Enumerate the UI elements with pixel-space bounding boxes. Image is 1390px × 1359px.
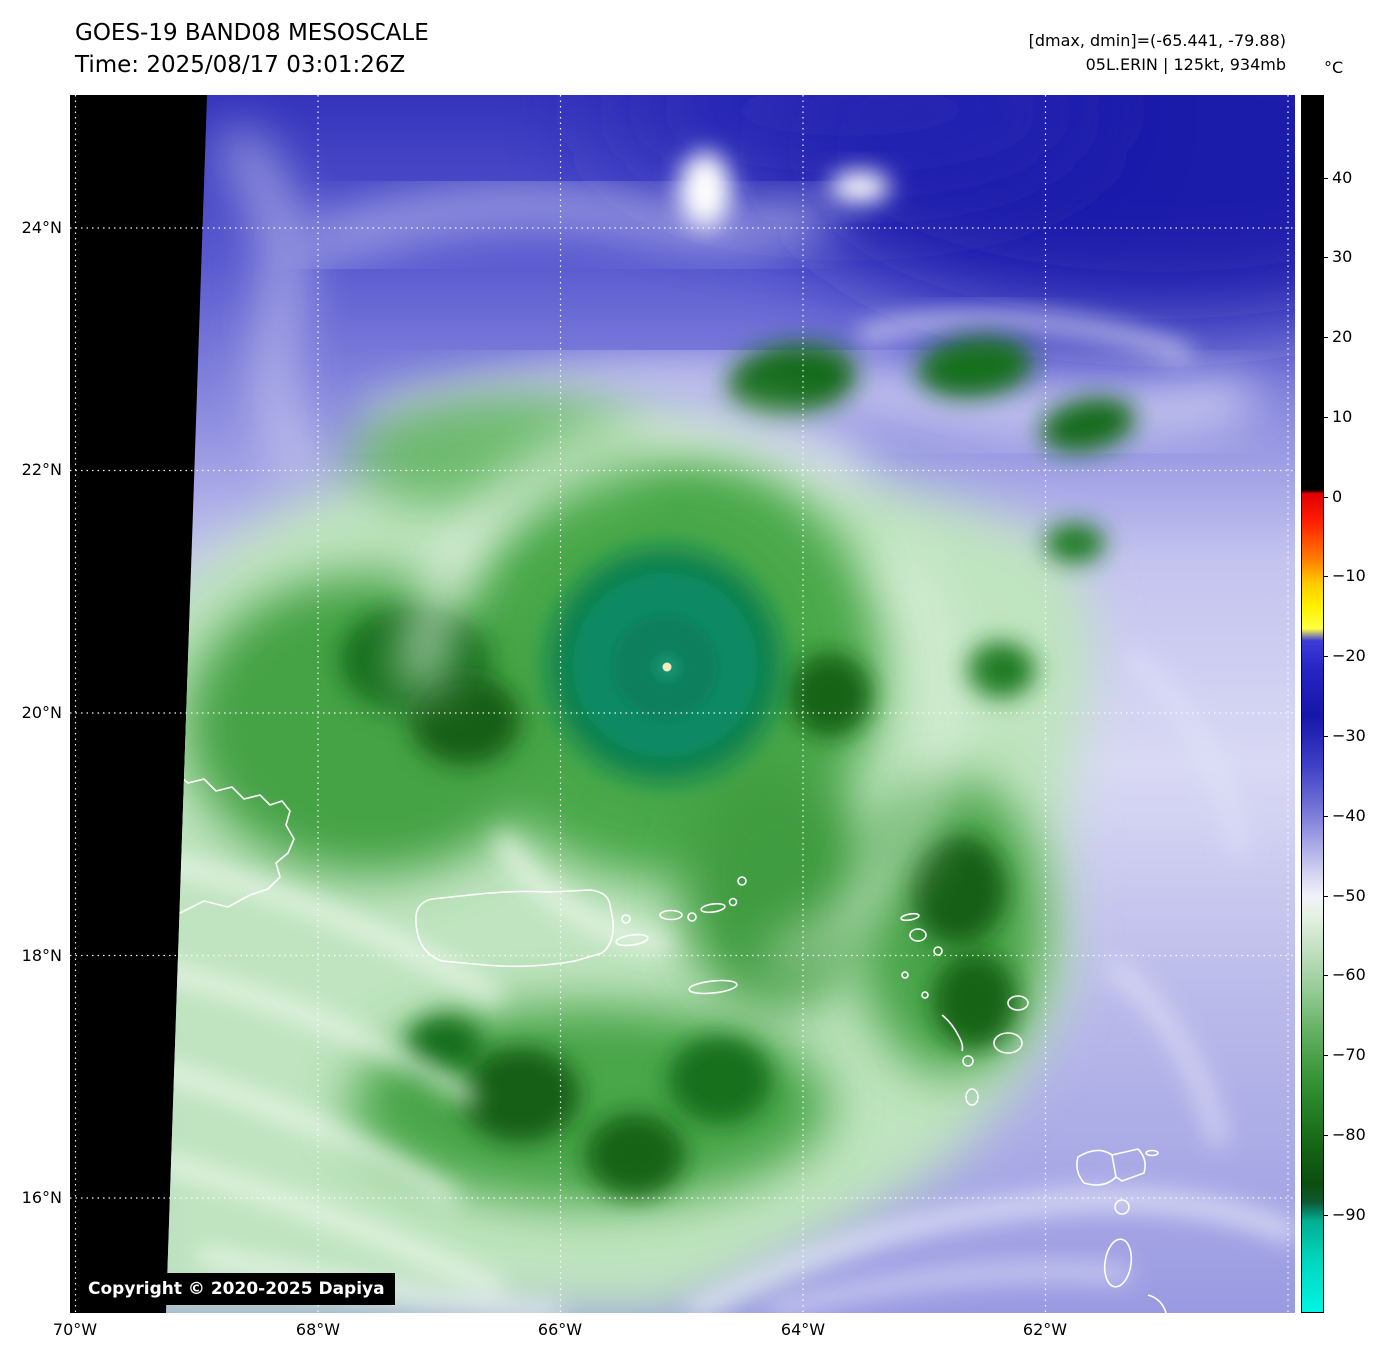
copyright-badge: Copyright © 2020-2025 Dapiya: [78, 1273, 395, 1305]
colorbar-tick-m70: −70: [1332, 1045, 1366, 1064]
coastline-barbuda: [1007, 995, 1029, 1011]
coastline-vieques: [615, 933, 649, 947]
lon-label-64w: 64°W: [780, 1320, 826, 1339]
lon-label-68w: 68°W: [295, 1320, 341, 1339]
lon-label-62w: 62°W: [1022, 1320, 1068, 1339]
coastline-la-desirade: [1145, 1149, 1159, 1157]
coastline-st-kitts: [941, 1014, 964, 1052]
lat-label-18n: 18°N: [21, 946, 62, 965]
colorbar-tick-m90: −90: [1332, 1205, 1366, 1224]
coastline-martinique: [1147, 1294, 1167, 1313]
satellite-map: Copyright © 2020-2025 Dapiya: [70, 95, 1295, 1313]
timestamp: Time: 2025/08/17 03:01:26Z: [75, 52, 406, 78]
coastline-st-martin: [909, 928, 927, 942]
colorbar-tick-20: 20: [1332, 327, 1353, 346]
coastline-nevis: [962, 1055, 974, 1067]
coastline-anguilla: [900, 912, 920, 922]
page-title: GOES-19 BAND08 MESOSCALE: [75, 20, 429, 46]
coastline-marie-galante: [1114, 1199, 1130, 1215]
colorbar-tickmark: [1323, 1135, 1328, 1136]
colorbar-tick-m10: −10: [1332, 566, 1366, 585]
dmax-dmin-annotation: [dmax, dmin]=(-65.441, -79.88): [1028, 31, 1286, 50]
colorbar-tickmark: [1323, 417, 1328, 418]
colorbar-tickmark: [1323, 257, 1328, 258]
colorbar-tickmark: [1323, 178, 1328, 179]
hurricane-cdo: [547, 547, 783, 783]
coastline-statia: [921, 991, 929, 999]
colorbar-tickmark: [1323, 656, 1328, 657]
coastline-st-croix: [688, 979, 738, 995]
lon-label-66w: 66°W: [537, 1320, 583, 1339]
colorbar-tickmark: [1323, 337, 1328, 338]
colorbar-tick-m30: −30: [1332, 726, 1366, 745]
hurricane-eye: [662, 662, 672, 672]
colorbar-unit-label: °C: [1324, 58, 1344, 77]
coastline-saba: [901, 971, 909, 979]
coastline-st-barth: [933, 946, 943, 956]
lon-label-70w: 70°W: [52, 1320, 98, 1339]
colorbar-tick-m60: −60: [1332, 965, 1366, 984]
colorbar-tick-0: 0: [1332, 487, 1343, 506]
coastline-puerto-rico: [415, 889, 615, 968]
lat-label-16n: 16°N: [21, 1188, 62, 1207]
coastline-tortola: [700, 902, 726, 914]
lat-label-20n: 20°N: [21, 703, 62, 722]
satellite-scene: [70, 95, 1295, 1313]
colorbar-tick-m40: −40: [1332, 806, 1366, 825]
colorbar-tick-m80: −80: [1332, 1125, 1366, 1144]
coastline-dominica: [1103, 1238, 1133, 1288]
coastline-culebra: [621, 914, 631, 924]
colorbar-tick-40: 40: [1332, 168, 1353, 187]
satellite-data-region: [166, 95, 1295, 1313]
colorbar-tickmark: [1323, 896, 1328, 897]
coastline-st-john: [687, 912, 697, 922]
colorbar-tick-m50: −50: [1332, 886, 1366, 905]
colorbar-tick-m20: −20: [1332, 646, 1366, 665]
coastline-montserrat: [965, 1088, 979, 1106]
graticule-grid: [70, 95, 1295, 1313]
colorbar-tickmark: [1323, 736, 1328, 737]
coastlines: [166, 758, 1167, 1313]
colorbar-tickmark: [1323, 1215, 1328, 1216]
colorbar-tickmark: [1323, 975, 1328, 976]
colorbar-tick-30: 30: [1332, 247, 1353, 266]
colorbar-tick-10: 10: [1332, 407, 1353, 426]
coastline-guadeloupe: [1076, 1148, 1146, 1186]
lat-label-24n: 24°N: [21, 218, 62, 237]
coastline-hispaniola: [166, 758, 295, 920]
coastline-anegada: [737, 876, 747, 886]
lat-label-22n: 22°N: [21, 460, 62, 479]
coastline-virgin-gorda: [728, 897, 738, 907]
coastline-st-thomas: [659, 909, 683, 921]
coastline-antigua: [993, 1032, 1023, 1054]
colorbar-tickmark: [1323, 816, 1328, 817]
colorbar-tickmark: [1323, 497, 1328, 498]
storm-annotation: 05L.ERIN | 125kt, 934mb: [1085, 55, 1286, 74]
temperature-colorbar: [1301, 95, 1324, 1313]
colorbar-tickmark: [1323, 576, 1328, 577]
colorbar-tickmark: [1323, 1055, 1328, 1056]
